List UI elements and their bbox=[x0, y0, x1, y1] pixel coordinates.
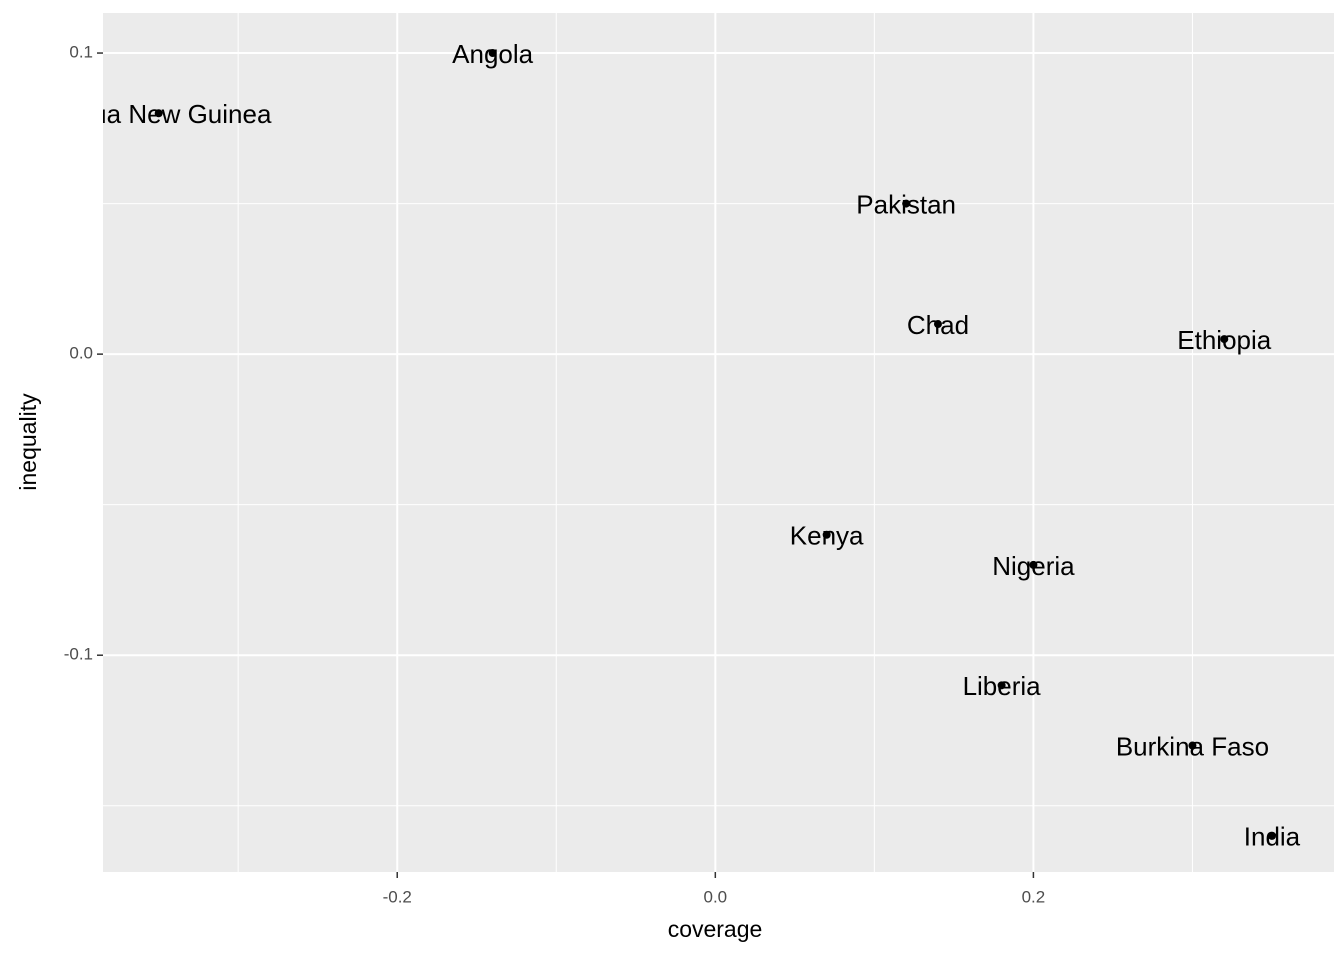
x-tick-label: 0.0 bbox=[703, 887, 727, 906]
point bbox=[488, 49, 497, 58]
y-tick-label: -0.1 bbox=[64, 645, 93, 664]
y-axis-title: inequality bbox=[15, 393, 41, 491]
point-label: Burkina Faso bbox=[1116, 731, 1269, 761]
point-label: Angola bbox=[452, 39, 533, 69]
point-label: Ethiopia bbox=[1177, 325, 1271, 355]
y-tick-label: 0.0 bbox=[69, 344, 93, 363]
grid bbox=[103, 13, 1334, 872]
point-label: Pakistan bbox=[856, 189, 956, 219]
x-tick-label: 0.2 bbox=[1022, 887, 1046, 906]
point bbox=[933, 320, 942, 329]
point bbox=[1188, 741, 1197, 750]
axes: -0.2 0.0 0.2 -0.1 0.0 0.1 bbox=[64, 43, 1046, 907]
point bbox=[822, 530, 831, 539]
point-label: Papua New Guinea bbox=[46, 99, 272, 129]
point-label: India bbox=[1244, 822, 1301, 852]
point-label: Liberia bbox=[963, 671, 1042, 701]
point bbox=[1029, 560, 1038, 569]
x-axis-title: coverage bbox=[668, 916, 763, 942]
point-label: Kenya bbox=[790, 521, 864, 551]
x-tick-label: -0.2 bbox=[383, 887, 412, 906]
point-label: Nigeria bbox=[992, 551, 1075, 581]
point bbox=[1220, 335, 1229, 344]
point bbox=[902, 199, 911, 208]
point bbox=[1267, 831, 1276, 840]
panel bbox=[103, 13, 1334, 872]
point bbox=[154, 109, 163, 118]
point-label: Chad bbox=[907, 310, 969, 340]
point bbox=[997, 681, 1006, 690]
y-tick-label: 0.1 bbox=[69, 43, 93, 62]
marks: Papua New Guinea Angola Pakistan Chad Ethiop… bbox=[46, 39, 1301, 852]
